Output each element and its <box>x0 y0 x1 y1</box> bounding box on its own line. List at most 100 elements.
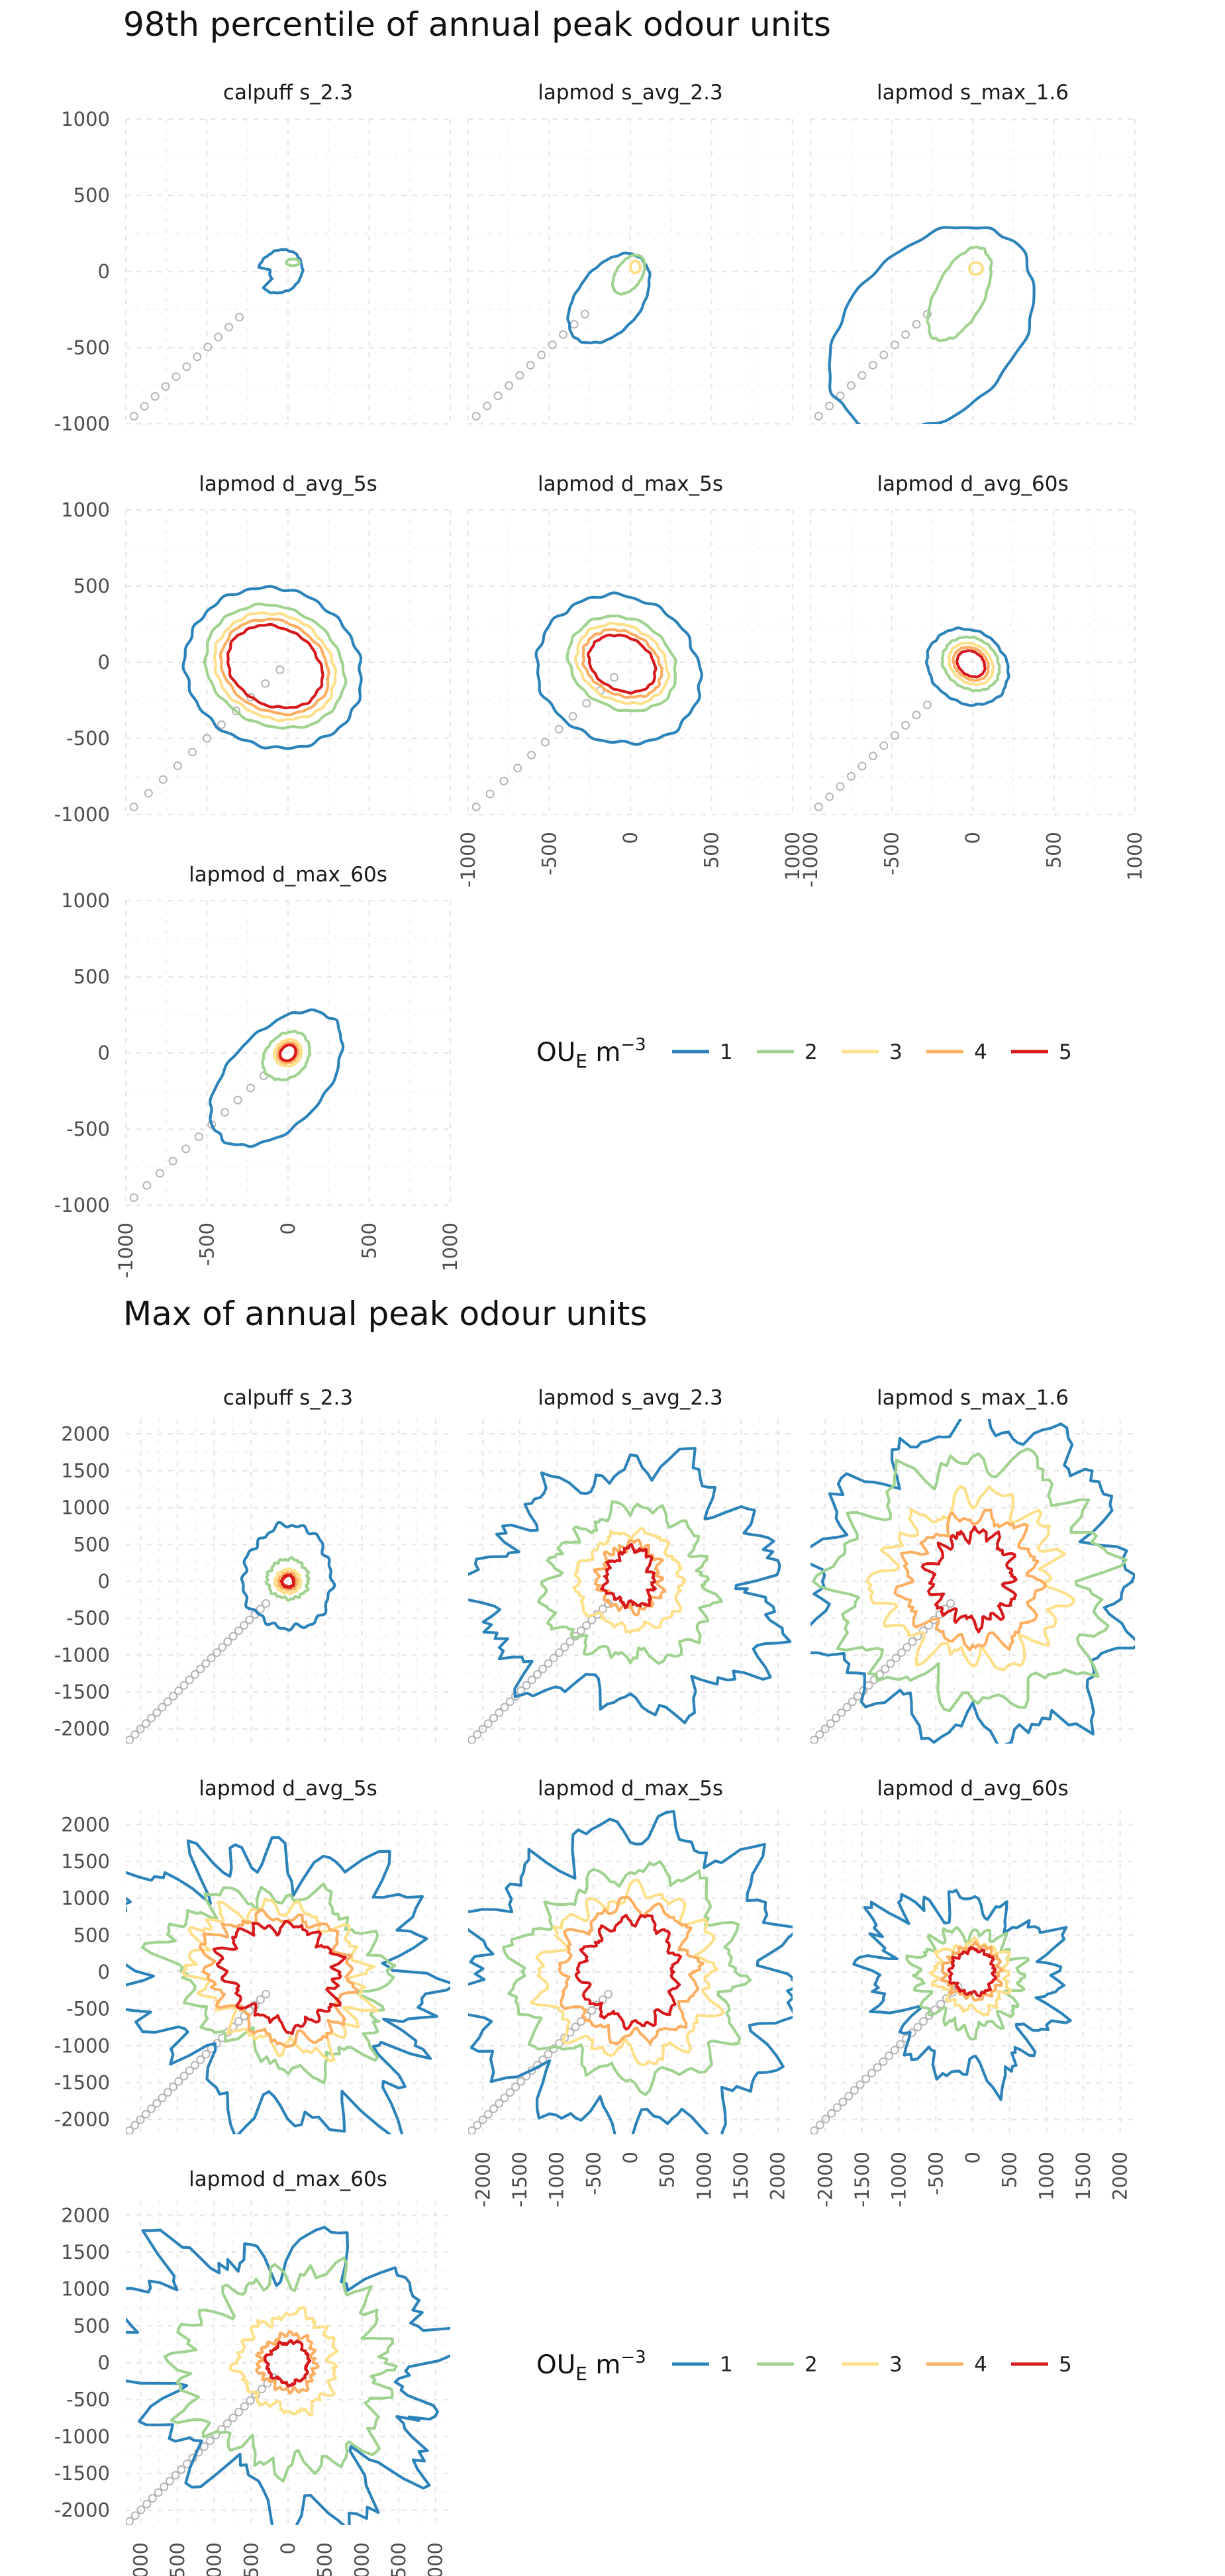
contour-level-2 <box>537 1500 723 1665</box>
receptor-point <box>224 322 234 332</box>
receptor-point <box>158 2093 167 2103</box>
y-tick-label: -500 <box>66 1607 110 1630</box>
receptor-point <box>196 1664 205 1673</box>
contour-figure-max: calpuff s_2.3-2000-1500-1000-50005001000… <box>54 1386 1135 2576</box>
receptor-point <box>832 1713 841 1722</box>
contour-level-5 <box>212 1920 347 2036</box>
receptor-point <box>890 340 899 350</box>
receptor-point <box>223 1637 232 1646</box>
contour-level-5 <box>574 1913 683 2031</box>
receptor-point <box>126 1735 134 1744</box>
receptor-point <box>471 803 481 811</box>
x-tick-label: -1500 <box>851 2152 873 2207</box>
contour-level-4 <box>277 1571 299 1591</box>
panel-title: calpuff s_2.3 <box>223 81 353 105</box>
receptor-point <box>858 371 867 380</box>
panel-lapmod-d-avg-60s: lapmod d_avg_60s -1000 -500 0 500 1000 <box>799 472 1146 887</box>
receptor-point <box>136 1724 145 1734</box>
contour-level-2 <box>261 1030 312 1081</box>
receptor-point <box>522 1681 531 1690</box>
panel-title: lapmod d_avg_60s <box>877 1777 1068 1801</box>
y-tick-label: 500 <box>74 184 110 207</box>
receptor-point <box>144 789 153 798</box>
contour-level-3 <box>967 261 985 276</box>
contour-level-2 <box>163 2256 398 2483</box>
contour-area <box>126 1520 336 1744</box>
receptor-point <box>919 2016 928 2026</box>
receptor-point <box>890 731 899 740</box>
y-tick-label: 2000 <box>61 1813 110 1836</box>
receptor-point <box>495 2099 504 2108</box>
y-tick-label: 1000 <box>61 2278 110 2301</box>
receptor-point <box>168 2083 177 2092</box>
contour-area <box>126 2226 450 2525</box>
receptor-point <box>196 2055 205 2064</box>
receptor-point <box>850 2086 859 2095</box>
y-tick-label: -500 <box>66 336 110 359</box>
receptor-point <box>177 2465 186 2474</box>
receptor-point <box>489 2104 499 2113</box>
receptor-point <box>240 2402 249 2411</box>
receptor-point <box>554 724 564 734</box>
contour-area <box>814 226 1036 424</box>
receptor-point <box>842 1703 852 1712</box>
receptor-point <box>504 381 513 390</box>
receptor-point <box>232 707 241 716</box>
x-tick-label: -500 <box>538 832 561 875</box>
receptor-point <box>147 2104 156 2113</box>
contour-level-3 <box>865 1485 1076 1671</box>
receptor-point <box>203 734 211 743</box>
receptor-point <box>212 1648 221 1658</box>
receptor-point <box>468 2126 477 2134</box>
x-tick-label: 1500 <box>730 2152 752 2201</box>
receptor-point <box>234 1626 243 1636</box>
receptor-point <box>485 789 495 799</box>
receptor-point <box>505 2088 514 2097</box>
receptor-point <box>179 1681 189 1690</box>
contour-area <box>126 1836 450 2134</box>
receptor-point <box>901 330 910 339</box>
receptor-point <box>150 392 160 401</box>
receptor-point <box>234 2407 244 2416</box>
receptor-point <box>890 2046 899 2055</box>
panel-lapmod-d-max-5s: lapmod d_max_5s -2000 -1500 -1000 -500 0 500 10… <box>468 1777 793 2207</box>
y-tick-label: 0 <box>98 1570 110 1593</box>
receptor-point <box>820 1724 830 1734</box>
legend: OUE m−3 1 2 3 4 5 <box>536 2348 1072 2385</box>
receptor-point <box>190 2061 199 2070</box>
receptor-point <box>881 1664 890 1673</box>
receptor-point <box>922 700 932 709</box>
receptor-point <box>165 2477 174 2486</box>
contour-level-2 <box>926 245 993 342</box>
contour-level-3 <box>273 1567 303 1595</box>
receptor-point <box>190 1670 199 1679</box>
legend-title: OUE m−3 <box>536 2348 646 2385</box>
receptor-point <box>240 1620 249 1630</box>
receptor-point <box>194 1132 203 1141</box>
contour-level-1 <box>810 1419 1135 1744</box>
receptor-point <box>182 362 191 372</box>
receptor-point <box>879 2057 888 2066</box>
contour-level-1 <box>828 226 1036 424</box>
receptor-point <box>515 371 524 380</box>
receptor-point <box>884 2052 893 2061</box>
receptor-point <box>174 2077 183 2086</box>
contour-area <box>810 1419 1135 1744</box>
legend-label: 1 <box>720 1040 733 1064</box>
receptor-point <box>873 2063 882 2072</box>
receptor-point <box>897 1648 906 1658</box>
contour-level-2 <box>565 615 677 713</box>
contour-area <box>129 248 305 421</box>
x-tick-label: 1500 <box>1072 2152 1095 2201</box>
receptor-point <box>130 2120 140 2130</box>
panel-lapmod-d-max-60s: lapmod d_max_60s -1000 -500 0 500 1000 -1000 -5… <box>54 863 462 1278</box>
receptor-point <box>810 2126 819 2134</box>
contour-level-3 <box>629 259 642 275</box>
receptor-point <box>130 2511 140 2520</box>
contour-level-2 <box>611 253 646 296</box>
contour-level-4 <box>581 628 663 699</box>
y-tick-label: -500 <box>66 727 110 750</box>
contour-level-5 <box>278 1043 297 1063</box>
receptor-point <box>565 1637 575 1646</box>
